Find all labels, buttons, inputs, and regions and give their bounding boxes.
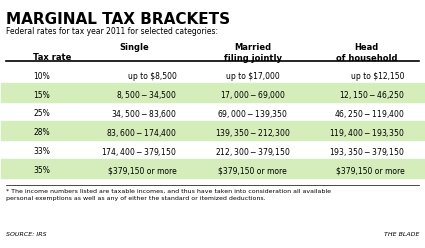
Bar [1,121,424,140]
Bar [1,83,424,102]
Text: $212,300-$379,150: $212,300-$379,150 [215,146,290,158]
Text: Tax rate: Tax rate [33,53,71,62]
Text: $174,400-$379,150: $174,400-$379,150 [101,146,177,158]
Bar [1,159,424,178]
Text: * The income numbers listed are taxable incomes, and thus have taken into consid: * The income numbers listed are taxable … [6,189,331,201]
Text: Single: Single [119,43,149,52]
Text: THE BLADE: THE BLADE [384,232,419,237]
Text: up to $17,000: up to $17,000 [226,72,280,81]
Text: 33%: 33% [33,147,50,156]
Text: $8,500-$34,500: $8,500-$34,500 [116,89,177,101]
Text: $46,250-$119,400: $46,250-$119,400 [334,108,405,120]
Text: $193,350-$379,150: $193,350-$379,150 [329,146,405,158]
Text: $17,000-$69,000: $17,000-$69,000 [220,89,286,101]
Text: $379,150 or more: $379,150 or more [336,166,405,175]
Text: MARGINAL TAX BRACKETS: MARGINAL TAX BRACKETS [6,12,230,28]
Text: 10%: 10% [33,72,50,81]
Text: $12,150-$46,250: $12,150-$46,250 [339,89,405,101]
Text: $69,000-$139,350: $69,000-$139,350 [217,108,288,120]
Text: $34,500-$83,600: $34,500-$83,600 [111,108,177,120]
Text: up to $12,150: up to $12,150 [351,72,405,81]
Text: $119,400-$193,350: $119,400-$193,350 [329,127,405,139]
Text: $379,150 or more: $379,150 or more [218,166,287,175]
Text: 28%: 28% [33,128,50,137]
Text: Head
of household: Head of household [336,43,397,63]
Text: Federal rates for tax year 2011 for selected categories:: Federal rates for tax year 2011 for sele… [6,27,218,36]
Text: $379,150 or more: $379,150 or more [108,166,177,175]
Text: $139,350-$212,300: $139,350-$212,300 [215,127,290,139]
Text: 15%: 15% [33,91,50,99]
Text: 25%: 25% [33,109,50,119]
Text: 35%: 35% [33,166,50,175]
Text: $83,600-$174,400: $83,600-$174,400 [106,127,177,139]
Text: SOURCE: IRS: SOURCE: IRS [6,232,46,237]
Text: up to $8,500: up to $8,500 [128,72,177,81]
Text: Married
filing jointly: Married filing jointly [224,43,282,63]
